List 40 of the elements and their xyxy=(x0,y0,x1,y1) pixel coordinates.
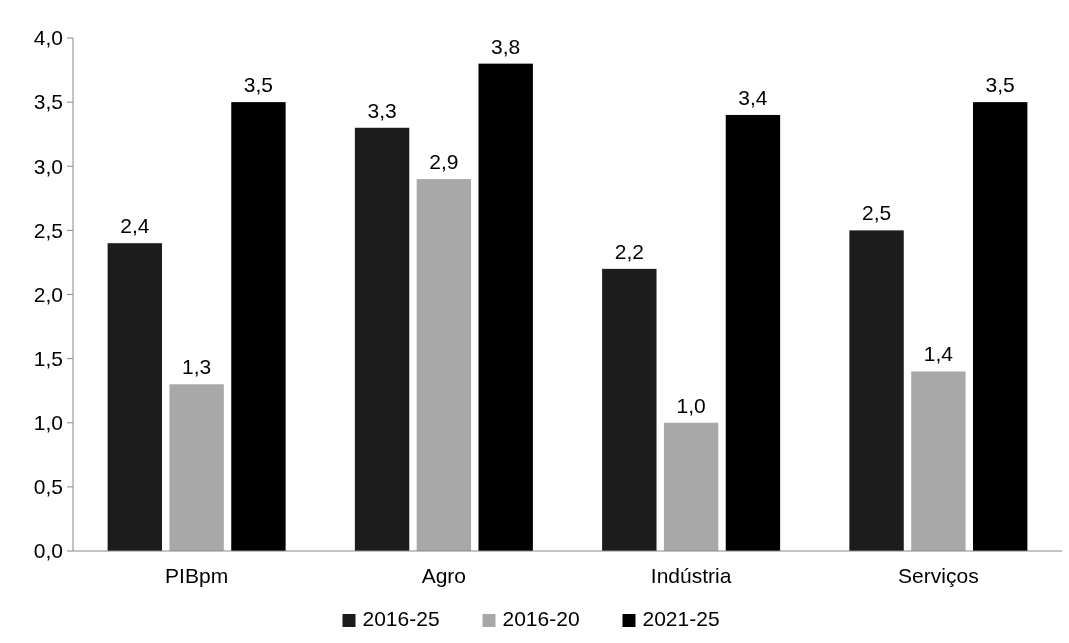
legend-label: 2021-25 xyxy=(642,607,720,630)
bar xyxy=(416,179,472,551)
bar xyxy=(354,127,410,551)
data-label: 2,9 xyxy=(429,150,459,174)
y-tick-label: 2,0 xyxy=(33,282,63,306)
bar xyxy=(231,102,286,551)
data-label: 3,4 xyxy=(738,85,768,109)
data-label: 1,0 xyxy=(676,393,706,417)
y-tick-label: 0,0 xyxy=(33,539,63,563)
bar xyxy=(663,422,719,551)
y-tick-label: 3,5 xyxy=(33,90,63,114)
legend-label: 2016-25 xyxy=(362,607,440,630)
y-tick-label: 3,0 xyxy=(33,154,63,178)
x-tick-label: PIBpm xyxy=(165,564,229,587)
x-tick-label: Serviços xyxy=(898,564,979,587)
bar xyxy=(169,384,224,551)
bar xyxy=(972,102,1028,551)
x-tick-label: Agro xyxy=(421,564,467,587)
bar xyxy=(911,371,966,551)
bar xyxy=(478,63,533,551)
bar xyxy=(602,268,657,551)
y-tick-label: 0,5 xyxy=(33,475,63,499)
legend-label: 2016-20 xyxy=(502,607,580,630)
bar xyxy=(107,243,163,551)
data-label: 3,5 xyxy=(985,73,1015,97)
data-label: 3,8 xyxy=(491,34,521,58)
data-label: 2,4 xyxy=(120,214,150,238)
y-tick-label: 2,5 xyxy=(33,218,63,242)
y-tick-label: 1,5 xyxy=(33,346,63,370)
y-tick-label: 1,0 xyxy=(33,411,63,435)
x-tick-label: Indústria xyxy=(650,564,732,587)
y-tick-label: 4,0 xyxy=(33,26,63,50)
data-label: 1,3 xyxy=(182,355,212,379)
bar xyxy=(725,114,781,551)
data-label: 1,4 xyxy=(923,342,954,366)
data-label: 2,5 xyxy=(861,201,892,225)
data-label: 2,2 xyxy=(614,239,644,263)
data-label: 3,3 xyxy=(367,98,397,122)
bar xyxy=(849,230,904,551)
data-label: 3,5 xyxy=(243,73,274,97)
